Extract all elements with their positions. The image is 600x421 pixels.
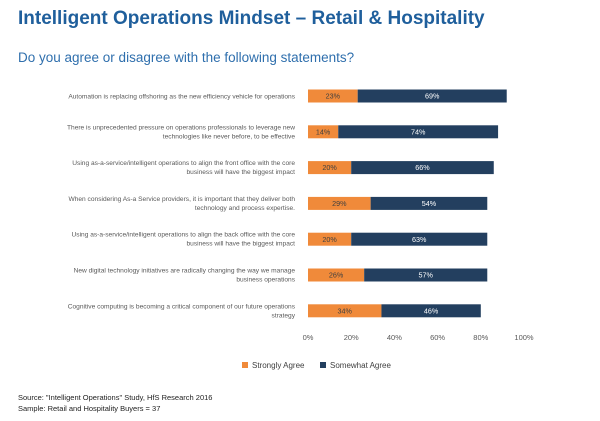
category-label: When considering As-a Service providers,… — [69, 196, 296, 212]
data-label: 20% — [322, 235, 337, 244]
legend-label: Somewhat Agree — [330, 361, 391, 370]
x-tick-label: 20% — [344, 333, 359, 342]
bar-somewhat-agree — [338, 125, 499, 139]
legend-swatch — [320, 362, 326, 368]
data-label: 54% — [422, 199, 437, 208]
bar-somewhat-agree — [370, 196, 488, 210]
x-tick-label: 60% — [430, 333, 445, 342]
bar-strongly-agree — [308, 161, 352, 175]
data-label: 29% — [332, 199, 347, 208]
category-label: Using as-a-service/intelligent operation… — [72, 160, 295, 176]
data-label: 69% — [425, 92, 440, 101]
bar-somewhat-agree — [357, 89, 507, 103]
legend-label: Strongly Agree — [252, 361, 305, 370]
bar-strongly-agree — [308, 268, 365, 282]
bar-strongly-agree — [308, 304, 382, 318]
category-label: Cognitive computing is becoming a critic… — [68, 303, 296, 319]
x-tick-label: 100% — [514, 333, 534, 342]
x-tick-label: 40% — [387, 333, 402, 342]
legend-swatch — [242, 362, 248, 368]
bar-somewhat-agree — [351, 232, 488, 246]
data-label: 20% — [322, 163, 337, 172]
data-label: 46% — [424, 306, 439, 315]
chart-question: Do you agree or disagree with the follow… — [18, 50, 355, 65]
bar-strongly-agree — [308, 89, 358, 103]
data-label: 26% — [329, 271, 344, 280]
sample-note: Sample: Retail and Hospitality Buyers = … — [18, 404, 161, 413]
bar-strongly-agree — [308, 125, 339, 139]
data-label: 57% — [419, 271, 434, 280]
x-tick-label: 80% — [473, 333, 488, 342]
bar-somewhat-agree — [381, 304, 481, 318]
page-title: Intelligent Operations Mindset – Retail … — [18, 8, 485, 29]
bar-strongly-agree — [308, 196, 371, 210]
data-label: 74% — [411, 127, 426, 136]
category-label: Automation is replacing offshoring as th… — [68, 94, 295, 101]
source-note: Source: "Intelligent Operations" Study, … — [18, 393, 213, 402]
bar-strongly-agree — [308, 232, 352, 246]
bar-somewhat-agree — [364, 268, 488, 282]
data-label: 14% — [316, 127, 331, 136]
bar-somewhat-agree — [351, 161, 494, 175]
category-label: There is unprecedented pressure on opera… — [67, 124, 295, 140]
category-label: Using as-a-service/intelligent operation… — [72, 232, 296, 248]
data-label: 66% — [415, 163, 430, 172]
footer-notes: Source: "Intelligent Operations" Study, … — [18, 392, 212, 414]
stacked-bar-chart: Automation is replacing offshoring as th… — [67, 89, 534, 370]
data-label: 34% — [338, 306, 353, 315]
x-tick-label: 0% — [303, 333, 314, 342]
data-label: 23% — [326, 92, 341, 101]
data-label: 63% — [412, 235, 427, 244]
category-label: New digital technology initiatives are r… — [74, 268, 296, 284]
